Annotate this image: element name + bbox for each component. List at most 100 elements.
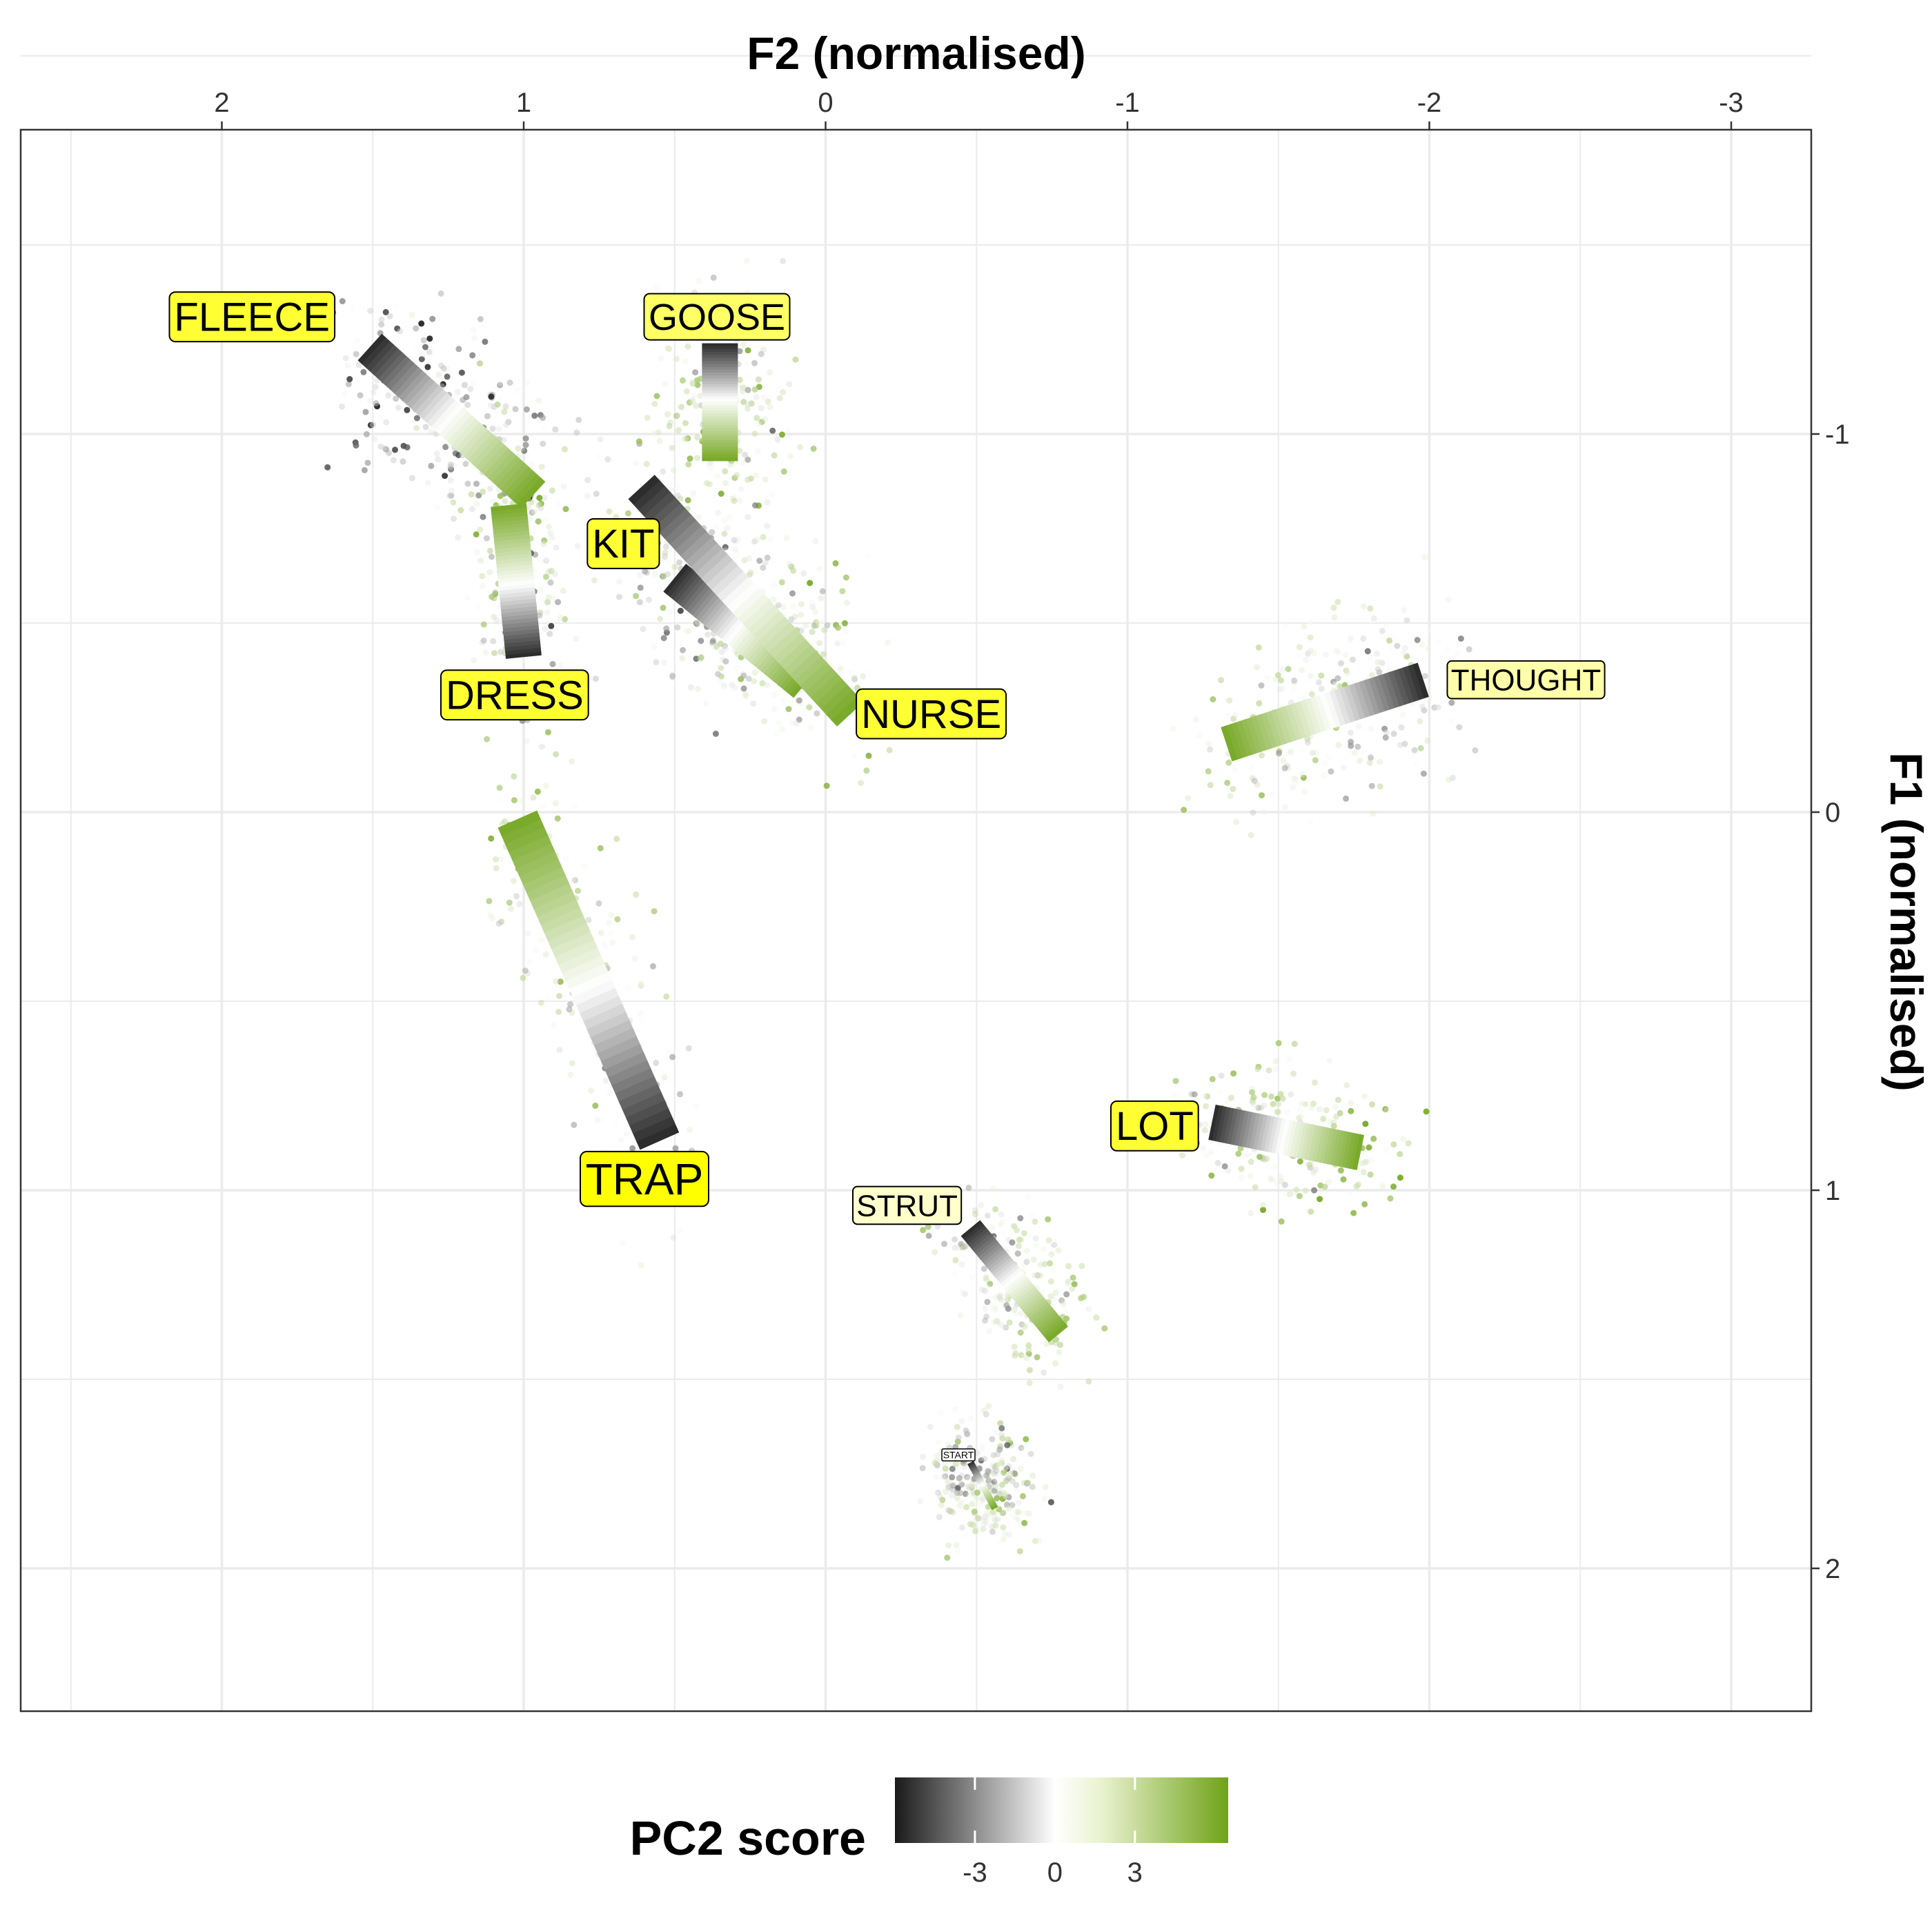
data-point	[543, 558, 550, 564]
trajectory-segment	[572, 979, 615, 1005]
data-point	[370, 389, 377, 395]
trajectory-segment	[702, 399, 738, 403]
data-point	[1374, 659, 1381, 666]
data-point	[999, 1218, 1006, 1225]
data-point	[425, 480, 431, 486]
data-point	[597, 436, 604, 443]
trajectory-segment	[503, 631, 540, 640]
data-point	[660, 659, 667, 666]
data-point	[638, 1010, 644, 1017]
data-point	[986, 1513, 993, 1520]
data-point	[998, 1297, 1005, 1303]
data-point	[395, 336, 402, 343]
data-point	[1000, 1229, 1007, 1236]
trajectory-segment	[1293, 1122, 1305, 1159]
trajectory-segment	[491, 514, 529, 523]
data-point	[502, 497, 509, 504]
data-point	[680, 450, 687, 457]
data-point	[663, 993, 670, 1000]
trajectory-segment	[696, 590, 722, 622]
data-point	[768, 709, 775, 716]
trajectory-segment	[502, 624, 540, 633]
data-point	[1041, 1495, 1048, 1502]
data-point	[780, 604, 787, 611]
data-point	[438, 362, 444, 369]
trajectory-segment	[654, 503, 687, 534]
data-point	[1321, 760, 1328, 767]
data-point	[774, 437, 781, 444]
data-point	[1230, 785, 1236, 792]
trajectory-segment	[967, 1228, 989, 1248]
data-point	[685, 424, 692, 431]
data-point	[997, 1471, 1004, 1478]
data-point	[392, 446, 398, 453]
trajectory-segment	[1343, 685, 1361, 722]
data-point	[718, 491, 724, 497]
trajectory-segment	[1042, 1318, 1064, 1337]
data-point	[1286, 749, 1293, 756]
data-point	[556, 993, 562, 999]
data-point	[1205, 740, 1212, 747]
data-point	[1290, 784, 1296, 791]
data-point	[585, 916, 592, 923]
data-point	[555, 500, 562, 507]
data-point	[569, 876, 576, 883]
data-point	[666, 1049, 673, 1056]
trajectory-segment	[1009, 1278, 1031, 1298]
trajectory-segment	[1225, 724, 1243, 760]
trajectory-segment	[460, 426, 489, 457]
data-point	[1308, 672, 1314, 679]
data-point	[1307, 656, 1314, 662]
trajectory-segment	[1312, 1125, 1324, 1162]
data-point	[761, 394, 768, 401]
data-point	[1325, 754, 1332, 761]
trajectory-segment	[435, 404, 464, 435]
data-point	[812, 609, 819, 615]
data-point	[531, 412, 538, 419]
data-point	[1054, 1288, 1061, 1294]
trajectory-segment	[1026, 1299, 1049, 1319]
vowel-label-text: DRESS	[446, 673, 584, 718]
y-tick-label: 2	[1825, 1554, 1840, 1584]
data-point	[690, 490, 697, 497]
trajectory-segment	[1265, 711, 1282, 747]
data-point	[631, 955, 638, 962]
data-point	[1337, 660, 1344, 667]
data-point	[673, 614, 680, 621]
trajectory-segment	[1013, 1283, 1036, 1303]
data-point	[1258, 682, 1265, 689]
trajectory-segment	[979, 1483, 987, 1489]
data-point	[837, 665, 844, 672]
data-point	[674, 624, 681, 631]
data-point	[751, 359, 758, 366]
data-point	[653, 284, 660, 290]
legend-title: PC2 score	[630, 1811, 866, 1865]
trajectory-segment	[533, 891, 577, 917]
data-point	[573, 429, 580, 436]
data-point	[345, 381, 352, 388]
data-point	[1311, 650, 1318, 657]
data-point	[980, 1525, 987, 1532]
data-point	[486, 547, 493, 554]
data-point	[1012, 1515, 1019, 1521]
data-point	[1011, 1307, 1018, 1313]
data-point	[745, 676, 752, 682]
data-point	[1025, 1479, 1032, 1486]
data-point	[662, 544, 669, 551]
data-point	[773, 730, 780, 736]
data-point	[495, 426, 502, 433]
data-point	[931, 1459, 938, 1466]
data-point	[1078, 1263, 1085, 1270]
trajectory-segment	[1314, 695, 1331, 731]
trajectory-segment	[985, 1493, 992, 1499]
trajectory-segment	[805, 667, 838, 698]
data-point	[764, 522, 771, 529]
trajectory-segment	[493, 533, 530, 542]
data-point	[676, 559, 682, 566]
data-point	[608, 911, 615, 918]
data-point	[933, 1474, 940, 1480]
data-point	[1299, 1093, 1305, 1100]
data-point	[667, 609, 673, 615]
data-point	[945, 1441, 952, 1448]
data-point	[974, 1495, 980, 1501]
